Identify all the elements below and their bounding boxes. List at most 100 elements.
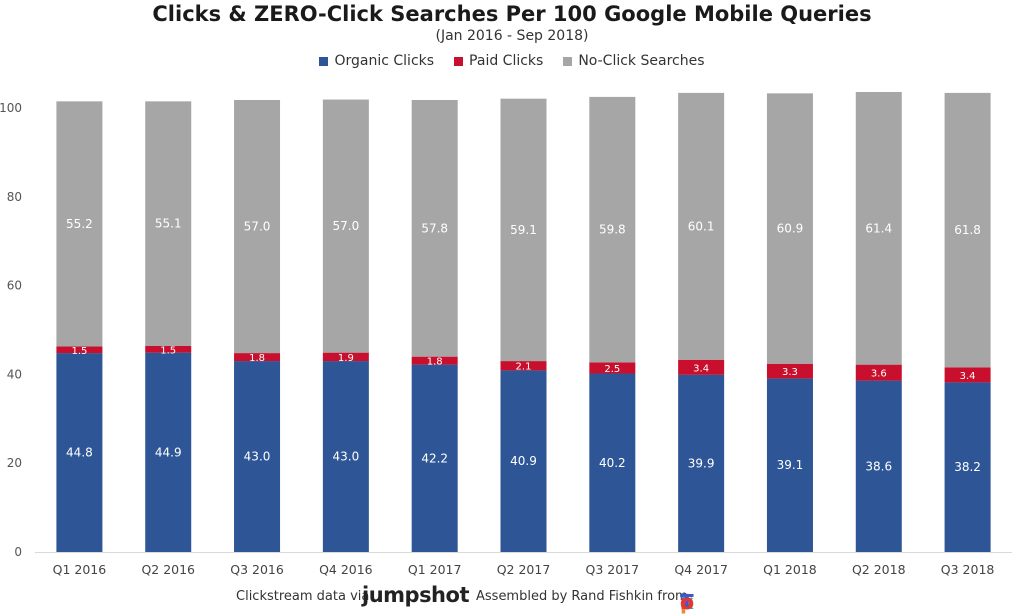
data-label: 39.1 (777, 458, 804, 472)
x-tick-label: Q1 2018 (763, 562, 817, 577)
sparktoro-logo-letter: T (680, 590, 694, 614)
data-label: 60.1 (688, 219, 715, 233)
bar-segment-organic-clicks (145, 352, 192, 552)
legend-swatch-organic (319, 56, 329, 66)
legend-label-paid: Paid Clicks (469, 53, 544, 69)
bar-segment-organic-clicks (56, 353, 103, 552)
legend: Organic Clicks Paid Clicks No-Click Sear… (0, 53, 1024, 69)
legend-swatch-paid (454, 56, 464, 66)
sparktoro-logo-letter: o (680, 590, 694, 614)
x-tick-label: Q2 2016 (141, 562, 195, 577)
chart-subtitle: (Jan 2016 - Sep 2018) (435, 28, 589, 44)
y-tick-label: 100 (0, 101, 22, 115)
data-label: 59.1 (510, 223, 537, 237)
bar-segment-no-click-searches (944, 92, 991, 368)
data-label: 40.9 (510, 454, 537, 468)
legend-item-paid: Paid Clicks (454, 53, 543, 69)
y-tick-label: 60 (7, 279, 22, 293)
bar-segment-paid-clicks (944, 367, 991, 383)
data-label: 38.6 (865, 459, 892, 473)
bar-segment-no-click-searches (678, 92, 725, 360)
x-tick-label: Q3 2016 (230, 562, 284, 577)
bar-segment-no-click-searches (322, 99, 369, 353)
data-source-label: Clickstream data via (236, 589, 370, 604)
bar-segment-paid-clicks (589, 362, 636, 374)
bar-segment-paid-clicks (56, 346, 103, 354)
data-label: 44.9 (155, 445, 182, 459)
y-tick-label: 0 (14, 545, 22, 559)
data-label: 1.8 (427, 357, 443, 368)
bar-segment-paid-clicks (766, 363, 813, 379)
legend-swatch-noclick (563, 56, 573, 66)
legend-label-organic: Organic Clicks (334, 53, 435, 69)
y-tick-label: 40 (7, 367, 22, 381)
y-tick-label: 80 (7, 190, 22, 204)
y-tick-label: 20 (7, 456, 22, 470)
data-label: 39.9 (688, 456, 715, 470)
x-tick-label: Q2 2018 (852, 562, 906, 577)
bar-segment-paid-clicks (678, 359, 725, 375)
data-label: 2.1 (516, 362, 532, 373)
x-tick-label: Q1 2016 (53, 562, 107, 577)
bar-segment-no-click-searches (145, 101, 192, 346)
legend-label-noclick: No-Click Searches (578, 53, 705, 69)
sparktoro-logo-letter: a (680, 590, 694, 614)
bar-segment-organic-clicks (589, 373, 636, 552)
data-label: 60.9 (777, 222, 804, 236)
bar-segment-paid-clicks (500, 361, 547, 371)
assembled-label: Assembled by Rand Fishkin from (476, 589, 688, 604)
data-label: 3.4 (693, 363, 709, 374)
footer: Clickstream data via jumpshot Assembled … (0, 583, 1024, 614)
sparktoro-logo-letter: S (680, 590, 694, 614)
data-label: 43.0 (244, 450, 271, 464)
data-label: 1.9 (338, 353, 354, 364)
bar-segment-paid-clicks (234, 353, 281, 362)
bar-segment-organic-clicks (766, 378, 813, 552)
chart-title: Clicks & ZERO-Click Searches Per 100 Goo… (152, 2, 872, 26)
data-label: 57.8 (421, 221, 448, 235)
bar-segment-organic-clicks (678, 374, 725, 552)
data-label: 3.4 (960, 371, 976, 382)
data-label: 61.8 (954, 223, 981, 237)
bar-segment-no-click-searches (411, 100, 458, 357)
data-label: 43.0 (333, 450, 360, 464)
data-label: 3.3 (782, 367, 798, 378)
data-label: 55.2 (66, 217, 93, 231)
x-tick-label: Q1 2017 (408, 562, 462, 577)
legend-item-organic: Organic Clicks (319, 53, 434, 69)
bar-segment-paid-clicks (145, 345, 192, 353)
data-label: 57.0 (333, 219, 360, 233)
bar-segment-organic-clicks (855, 380, 902, 552)
sparktoro-logo-letter: r (680, 590, 690, 614)
data-label: 1.5 (71, 346, 87, 357)
data-label: 55.1 (155, 217, 182, 231)
data-label: 59.8 (599, 223, 626, 237)
data-label: 2.5 (604, 364, 620, 375)
bar-segment-no-click-searches (234, 100, 281, 354)
sparktoro-logo-letter: k (680, 590, 693, 614)
data-label: 3.6 (871, 369, 887, 380)
data-label: 42.2 (421, 451, 448, 465)
bar-segment-organic-clicks (234, 361, 281, 552)
bar-segment-no-click-searches (589, 96, 636, 363)
bar-segment-no-click-searches (56, 101, 103, 347)
bar-segment-paid-clicks (322, 352, 369, 362)
x-tick-label: Q2 2017 (497, 562, 551, 577)
data-label: 57.0 (244, 220, 271, 234)
data-label: 44.8 (66, 446, 93, 460)
data-label: 40.2 (599, 456, 626, 470)
bar-segment-paid-clicks (855, 364, 902, 381)
bar-segment-no-click-searches (766, 93, 813, 364)
sparktoro-logo-letter: r (680, 590, 690, 614)
x-tick-label: Q3 2018 (941, 562, 995, 577)
sparktoro-logo-letter: p (680, 590, 694, 614)
bar-segment-no-click-searches (500, 98, 547, 362)
data-label: 1.5 (160, 345, 176, 356)
bar-segment-no-click-searches (855, 92, 902, 365)
legend-item-noclick: No-Click Searches (563, 53, 705, 69)
jumpshot-logo: jumpshot (362, 583, 469, 607)
bar-segment-organic-clicks (411, 364, 458, 552)
bar-segment-organic-clicks (322, 361, 369, 552)
x-tick-label: Q4 2016 (319, 562, 373, 577)
x-tick-label: Q3 2017 (586, 562, 640, 577)
